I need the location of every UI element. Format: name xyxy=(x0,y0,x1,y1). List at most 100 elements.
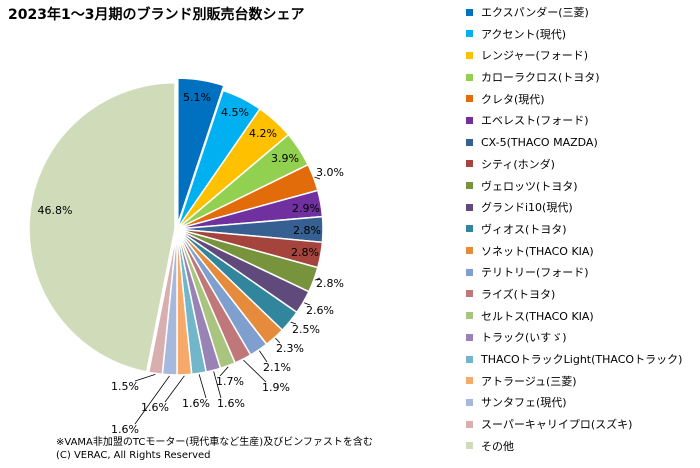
legend-swatch xyxy=(466,8,473,16)
pie-value-label: 2.1% xyxy=(263,361,291,374)
pie-value-label: 1.6% xyxy=(141,401,169,414)
legend-swatch xyxy=(466,225,473,233)
legend-swatch xyxy=(466,51,473,59)
legend-label: シティ(ホンダ) xyxy=(481,157,555,171)
pie-value-label: 1.5% xyxy=(111,380,139,393)
legend-swatch xyxy=(466,420,473,428)
legend-label: エクスパンダー(三菱) xyxy=(481,6,589,19)
legend-swatch xyxy=(466,160,473,168)
pie-leader-line xyxy=(243,359,267,383)
chart-title: 2023年1〜3月期のブランド別販売台数シェア xyxy=(8,7,305,23)
pie-value-label: 2.9% xyxy=(292,202,320,215)
legend-item: グランドi10(現代) xyxy=(466,197,682,219)
pie-value-label: 4.2% xyxy=(249,127,277,140)
legend-item: ライズ(トヨタ) xyxy=(466,284,682,306)
footnote: ※VAMA非加盟のTCモーター(現代車など生産)及びビンファストを含む (C) … xyxy=(56,436,373,462)
pie-value-label: 4.5% xyxy=(221,106,249,119)
footnote-note: ※VAMA非加盟のTCモーター(現代車など生産)及びビンファストを含む xyxy=(56,437,373,448)
legend-swatch xyxy=(466,377,473,385)
pie-value-label: 2.5% xyxy=(292,323,320,336)
pie-slices xyxy=(28,77,324,376)
pie-leader-line xyxy=(275,337,281,344)
pie-value-label: 1.7% xyxy=(216,375,244,388)
pie-value-label: 3.0% xyxy=(316,166,344,179)
pie-leader-line xyxy=(219,366,229,377)
legend-item: カローラクロス(トヨタ) xyxy=(466,67,682,89)
pie-leader-line xyxy=(134,374,156,382)
pie-value-labels: 5.1% 4.5%4.2% 3.9% 3.0% 2.9% 2.8% 2.8% 2.8% 2.6%… xyxy=(38,91,344,436)
legend-item: アトラージュ(三菱) xyxy=(466,371,682,393)
pie-value-label: 2.8% xyxy=(316,277,344,290)
legend-label: グランドi10(現代) xyxy=(481,201,573,215)
legend-label: ヴィオス(トヨタ) xyxy=(481,222,567,236)
pie-value-label: 1.6% xyxy=(217,397,245,410)
pie-value-label: 2.6% xyxy=(306,304,334,317)
legend-item: ヴェロッツ(トヨタ) xyxy=(466,176,682,198)
legend-label: トラック(いすゞ) xyxy=(481,331,567,345)
pie-leader-line xyxy=(314,176,321,180)
legend-swatch xyxy=(466,333,473,341)
legend-swatch xyxy=(466,73,473,81)
pie-leader-line xyxy=(314,277,321,281)
pie-leader-line xyxy=(304,302,311,306)
legend-item: サンタフェ(現代) xyxy=(466,392,682,414)
legend-swatch xyxy=(466,138,473,146)
legend-item: ソネット(THACO KIA) xyxy=(466,241,682,263)
legend-label: THACOトラックLight(THACOトラック) xyxy=(481,353,683,366)
legend-swatch xyxy=(466,247,473,255)
legend-item: CX-5(THACO MAZDA) xyxy=(466,132,682,154)
legend-swatch xyxy=(466,30,473,38)
legend-label: セルトス(THACO KIA) xyxy=(481,309,594,323)
legend-label: CX-5(THACO MAZDA) xyxy=(481,136,598,150)
legend-label: ソネット(THACO KIA) xyxy=(481,244,594,258)
pie-value-label: 1.6% xyxy=(182,397,210,410)
pie-leader-line xyxy=(290,321,297,325)
legend-item: スーパーキャリイプロ(スズキ) xyxy=(466,414,682,436)
pie-value-label: 1.9% xyxy=(262,381,290,394)
legend-item: トラック(いすゞ) xyxy=(466,327,682,349)
legend-swatch xyxy=(466,95,473,103)
legend-label: スーパーキャリイプロ(スズキ) xyxy=(481,418,633,432)
pie-value-label: 2.8% xyxy=(291,246,319,259)
legend-item: エベレスト(フォード) xyxy=(466,110,682,132)
pie-slice xyxy=(147,228,178,376)
legend-item: その他 xyxy=(466,436,682,458)
pie-leader-lines xyxy=(134,176,321,425)
pie-leader-line xyxy=(259,350,268,363)
legend-label: アクセント(現代) xyxy=(481,27,567,41)
pie-leader-line xyxy=(134,375,170,425)
pie-value-label: 3.9% xyxy=(271,152,299,165)
legend-swatch xyxy=(466,355,473,363)
legend-label: クレタ(現代) xyxy=(481,92,545,106)
legend-item: アクセント(現代) xyxy=(466,24,682,46)
legend-item: クレタ(現代) xyxy=(466,89,682,111)
pie-value-label: 2.8% xyxy=(293,224,321,237)
legend-swatch xyxy=(466,203,473,211)
legend-item: セルトス(THACO KIA) xyxy=(466,306,682,328)
legend-label: カローラクロス(トヨタ) xyxy=(481,71,600,85)
legend-label: エベレスト(フォード) xyxy=(481,114,589,128)
legend-label: ヴェロッツ(トヨタ) xyxy=(481,179,578,193)
legend-item: テリトリー(フォード) xyxy=(466,262,682,284)
footnote-copyright: (C) VERAC, All Rights Reserved xyxy=(56,450,211,461)
legend-label: その他 xyxy=(481,439,514,453)
legend-swatch xyxy=(466,290,473,298)
legend-item: エクスパンダー(三菱) xyxy=(466,2,682,24)
pie-value-label: 46.8% xyxy=(38,204,73,217)
pie-leader-line xyxy=(213,371,222,399)
legend-item: THACOトラックLight(THACOトラック) xyxy=(466,349,682,371)
legend-swatch xyxy=(466,182,473,189)
legend-swatch xyxy=(466,398,473,406)
pie-value-label: 2.3% xyxy=(276,342,304,355)
pie-slice xyxy=(177,77,225,225)
legend-item: レンジャー(フォード) xyxy=(466,45,682,67)
legend-label: サンタフェ(現代) xyxy=(481,396,567,410)
legend-label: テリトリー(フォード) xyxy=(481,266,589,280)
legend-swatch xyxy=(466,116,473,124)
legend-swatch xyxy=(466,312,473,320)
legend-label: ライズ(トヨタ) xyxy=(481,287,556,301)
legend-swatch xyxy=(466,442,473,450)
pie-leader-line xyxy=(198,374,207,399)
legend-item: シティ(ホンダ) xyxy=(466,154,682,176)
